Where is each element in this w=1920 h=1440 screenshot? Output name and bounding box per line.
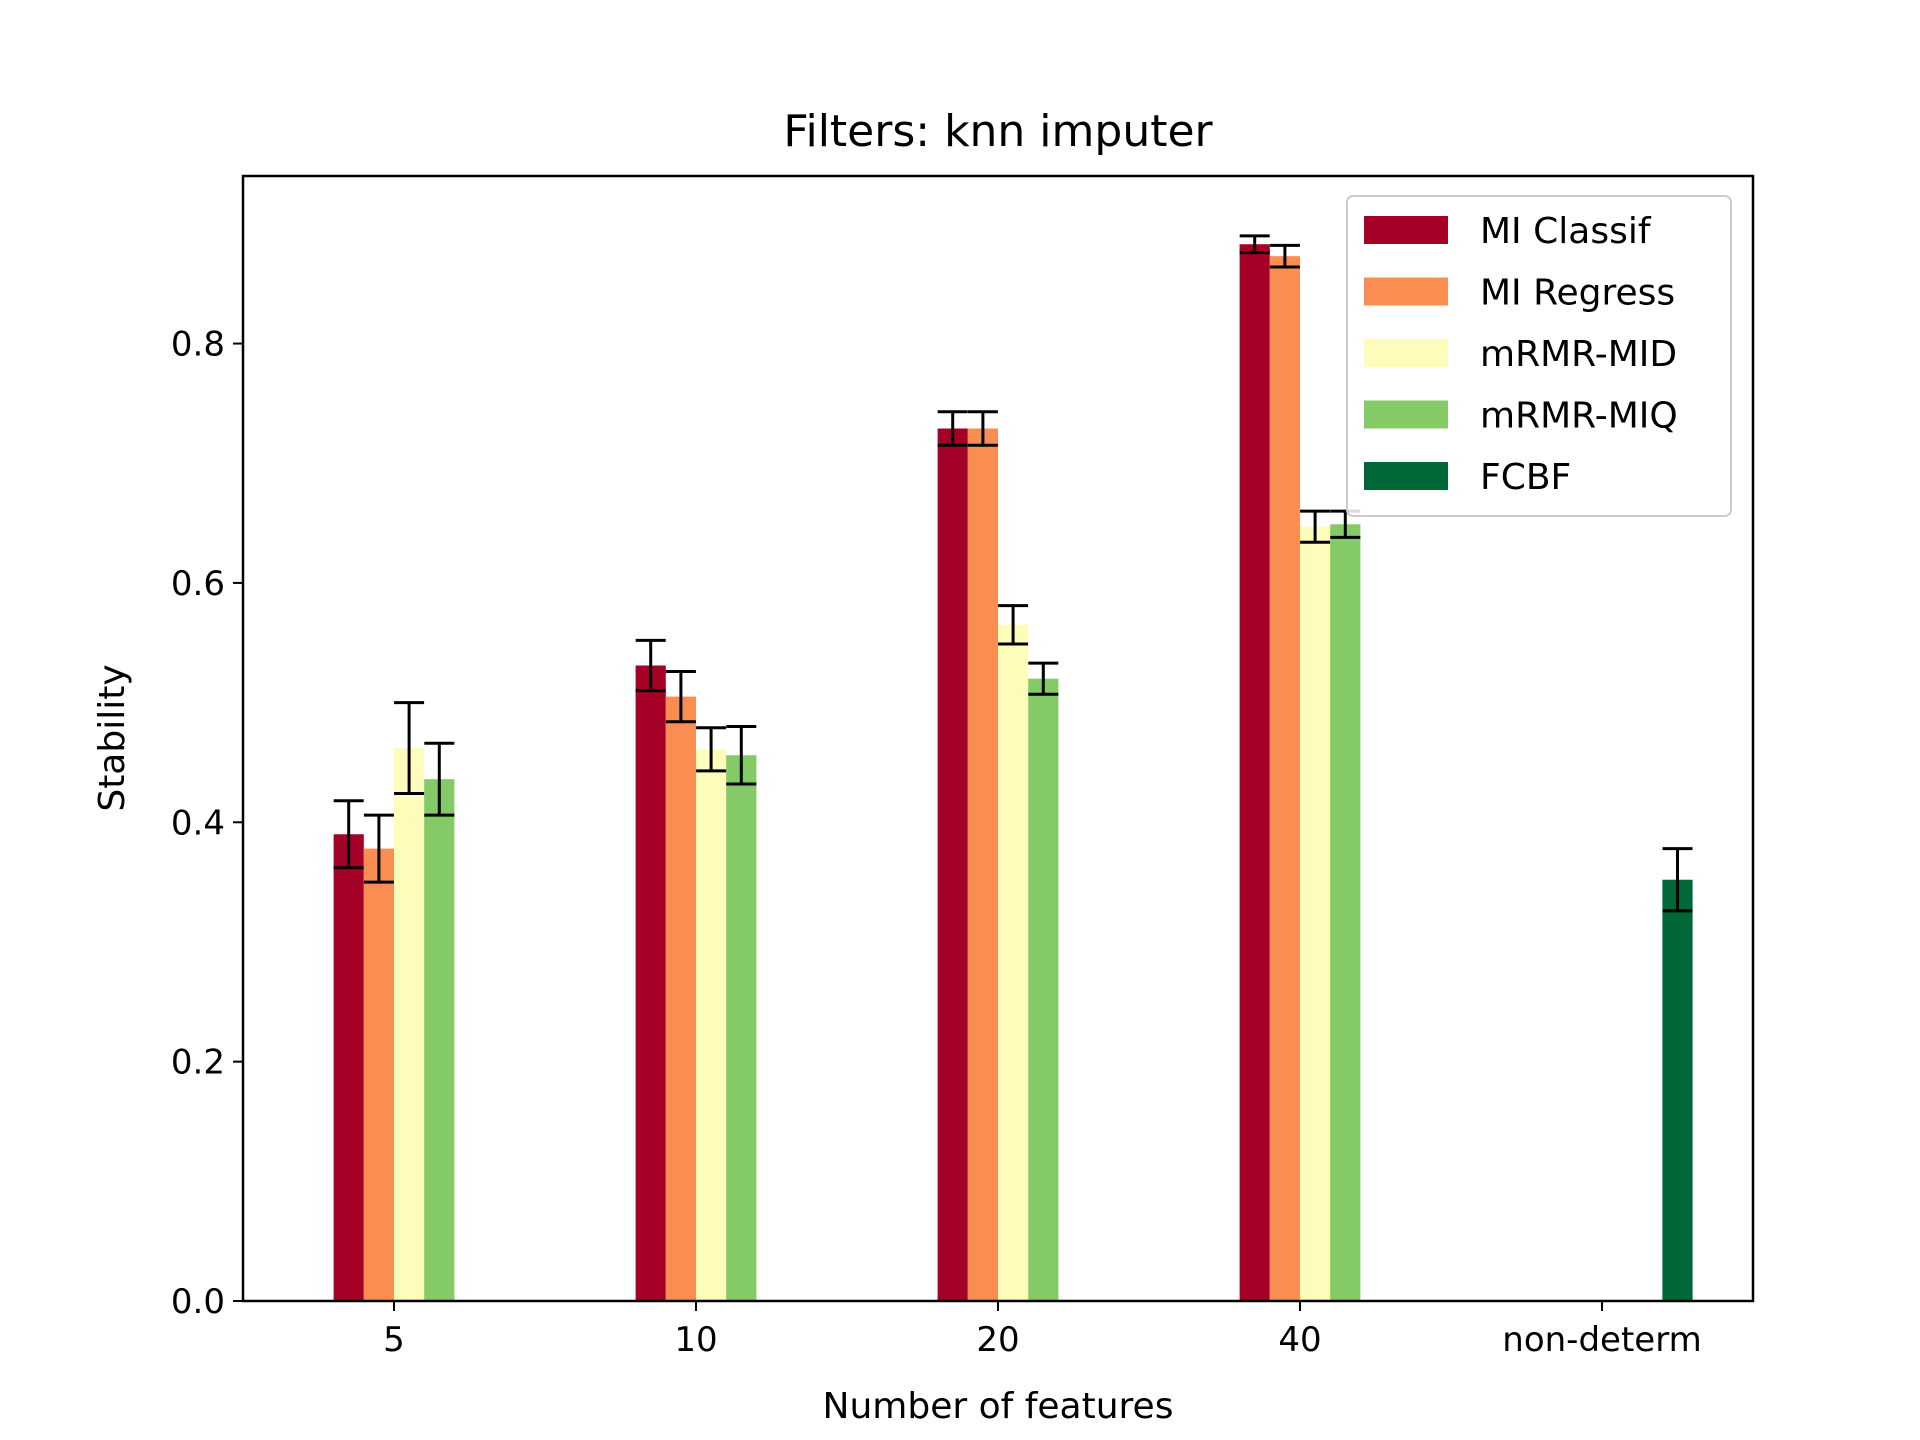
errorbar-mrmr-miq-20 [1028,661,1059,696]
errorbar-mi-classif-20 [937,410,968,447]
errorbars-layer [333,234,1693,913]
x-tick-label: 20 [976,1320,1019,1360]
bar-mrmr-miq-20 [1028,678,1059,1301]
bar-mrmr-miq-5 [424,779,455,1301]
x-tick-label: 10 [674,1320,717,1360]
legend-label: FCBF [1480,457,1571,498]
legend-swatch [1364,400,1448,429]
bars-layer [333,244,1693,1302]
legend-swatch [1364,339,1448,367]
errorbar-mrmr-miq-5 [424,741,455,817]
errorbar-mrmr-miq-10 [726,725,757,786]
legend-box [1346,195,1732,517]
x-tick-label: non-determ [1502,1320,1701,1360]
y-tick-label: 0.8 [171,325,225,365]
y-tick-label: 0.0 [171,1282,225,1322]
y-axis-label: Stability [92,664,133,811]
x-tick-label: 40 [1278,1320,1321,1360]
bar-mi-regress-5 [363,848,394,1301]
errorbar-mi-classif-10 [635,638,666,693]
x-axis-label: Number of features [823,1386,1174,1427]
legend: MI Classif MI Regress mRMR-MID mRMR-MIQ FCBF [1346,195,1732,517]
legend-swatch [1364,216,1448,244]
errorbar-mi-regress-20 [967,410,998,447]
bar-mi-classif-5 [333,834,364,1301]
x-axis: 5 10 20 40 non-determ [383,1301,1702,1360]
y-tick-label: 0.6 [171,564,225,604]
chart-title: Filters: knn imputer [783,106,1213,157]
errorbar-fcbf-non-determ [1662,847,1693,913]
errorbar-mi-regress-10 [665,669,696,724]
errorbar-mrmr-mid-5 [394,701,425,796]
legend-label: MI Regress [1480,273,1675,314]
bar-mi-regress-10 [665,696,696,1301]
bar-mi-regress-20 [967,428,998,1301]
errorbar-mi-classif-40 [1239,234,1270,255]
bar-mrmr-mid-10 [696,749,727,1301]
bar-mrmr-miq-40 [1330,524,1361,1301]
x-tick-label: 5 [383,1320,405,1360]
legend-swatch [1364,462,1448,490]
bar-mi-classif-40 [1239,244,1270,1302]
bar-mi-regress-40 [1269,256,1300,1301]
bar-mi-classif-10 [635,665,666,1301]
legend-label: mRMR-MIQ [1480,396,1678,437]
y-axis: 0.0 0.2 0.4 0.6 0.8 [171,325,243,1322]
errorbar-mrmr-mid-10 [696,726,727,773]
bar-mrmr-mid-40 [1300,526,1331,1301]
errorbar-mrmr-mid-20 [998,604,1029,646]
bar-fcbf-non-determ [1662,879,1693,1301]
legend-label: mRMR-MID [1480,334,1677,375]
errorbar-mi-regress-5 [363,813,394,884]
errorbar-mi-classif-5 [333,799,364,870]
bar-mrmr-miq-10 [726,755,757,1301]
y-tick-label: 0.4 [171,803,225,843]
bar-mrmr-mid-5 [394,748,425,1301]
bar-mi-classif-20 [937,428,968,1301]
y-tick-label: 0.2 [171,1043,225,1083]
bar-mrmr-mid-20 [998,624,1029,1301]
legend-label: MI Classif [1480,211,1652,252]
legend-swatch [1364,277,1448,306]
errorbar-mi-regress-40 [1269,243,1300,269]
errorbar-mrmr-mid-40 [1300,509,1331,544]
